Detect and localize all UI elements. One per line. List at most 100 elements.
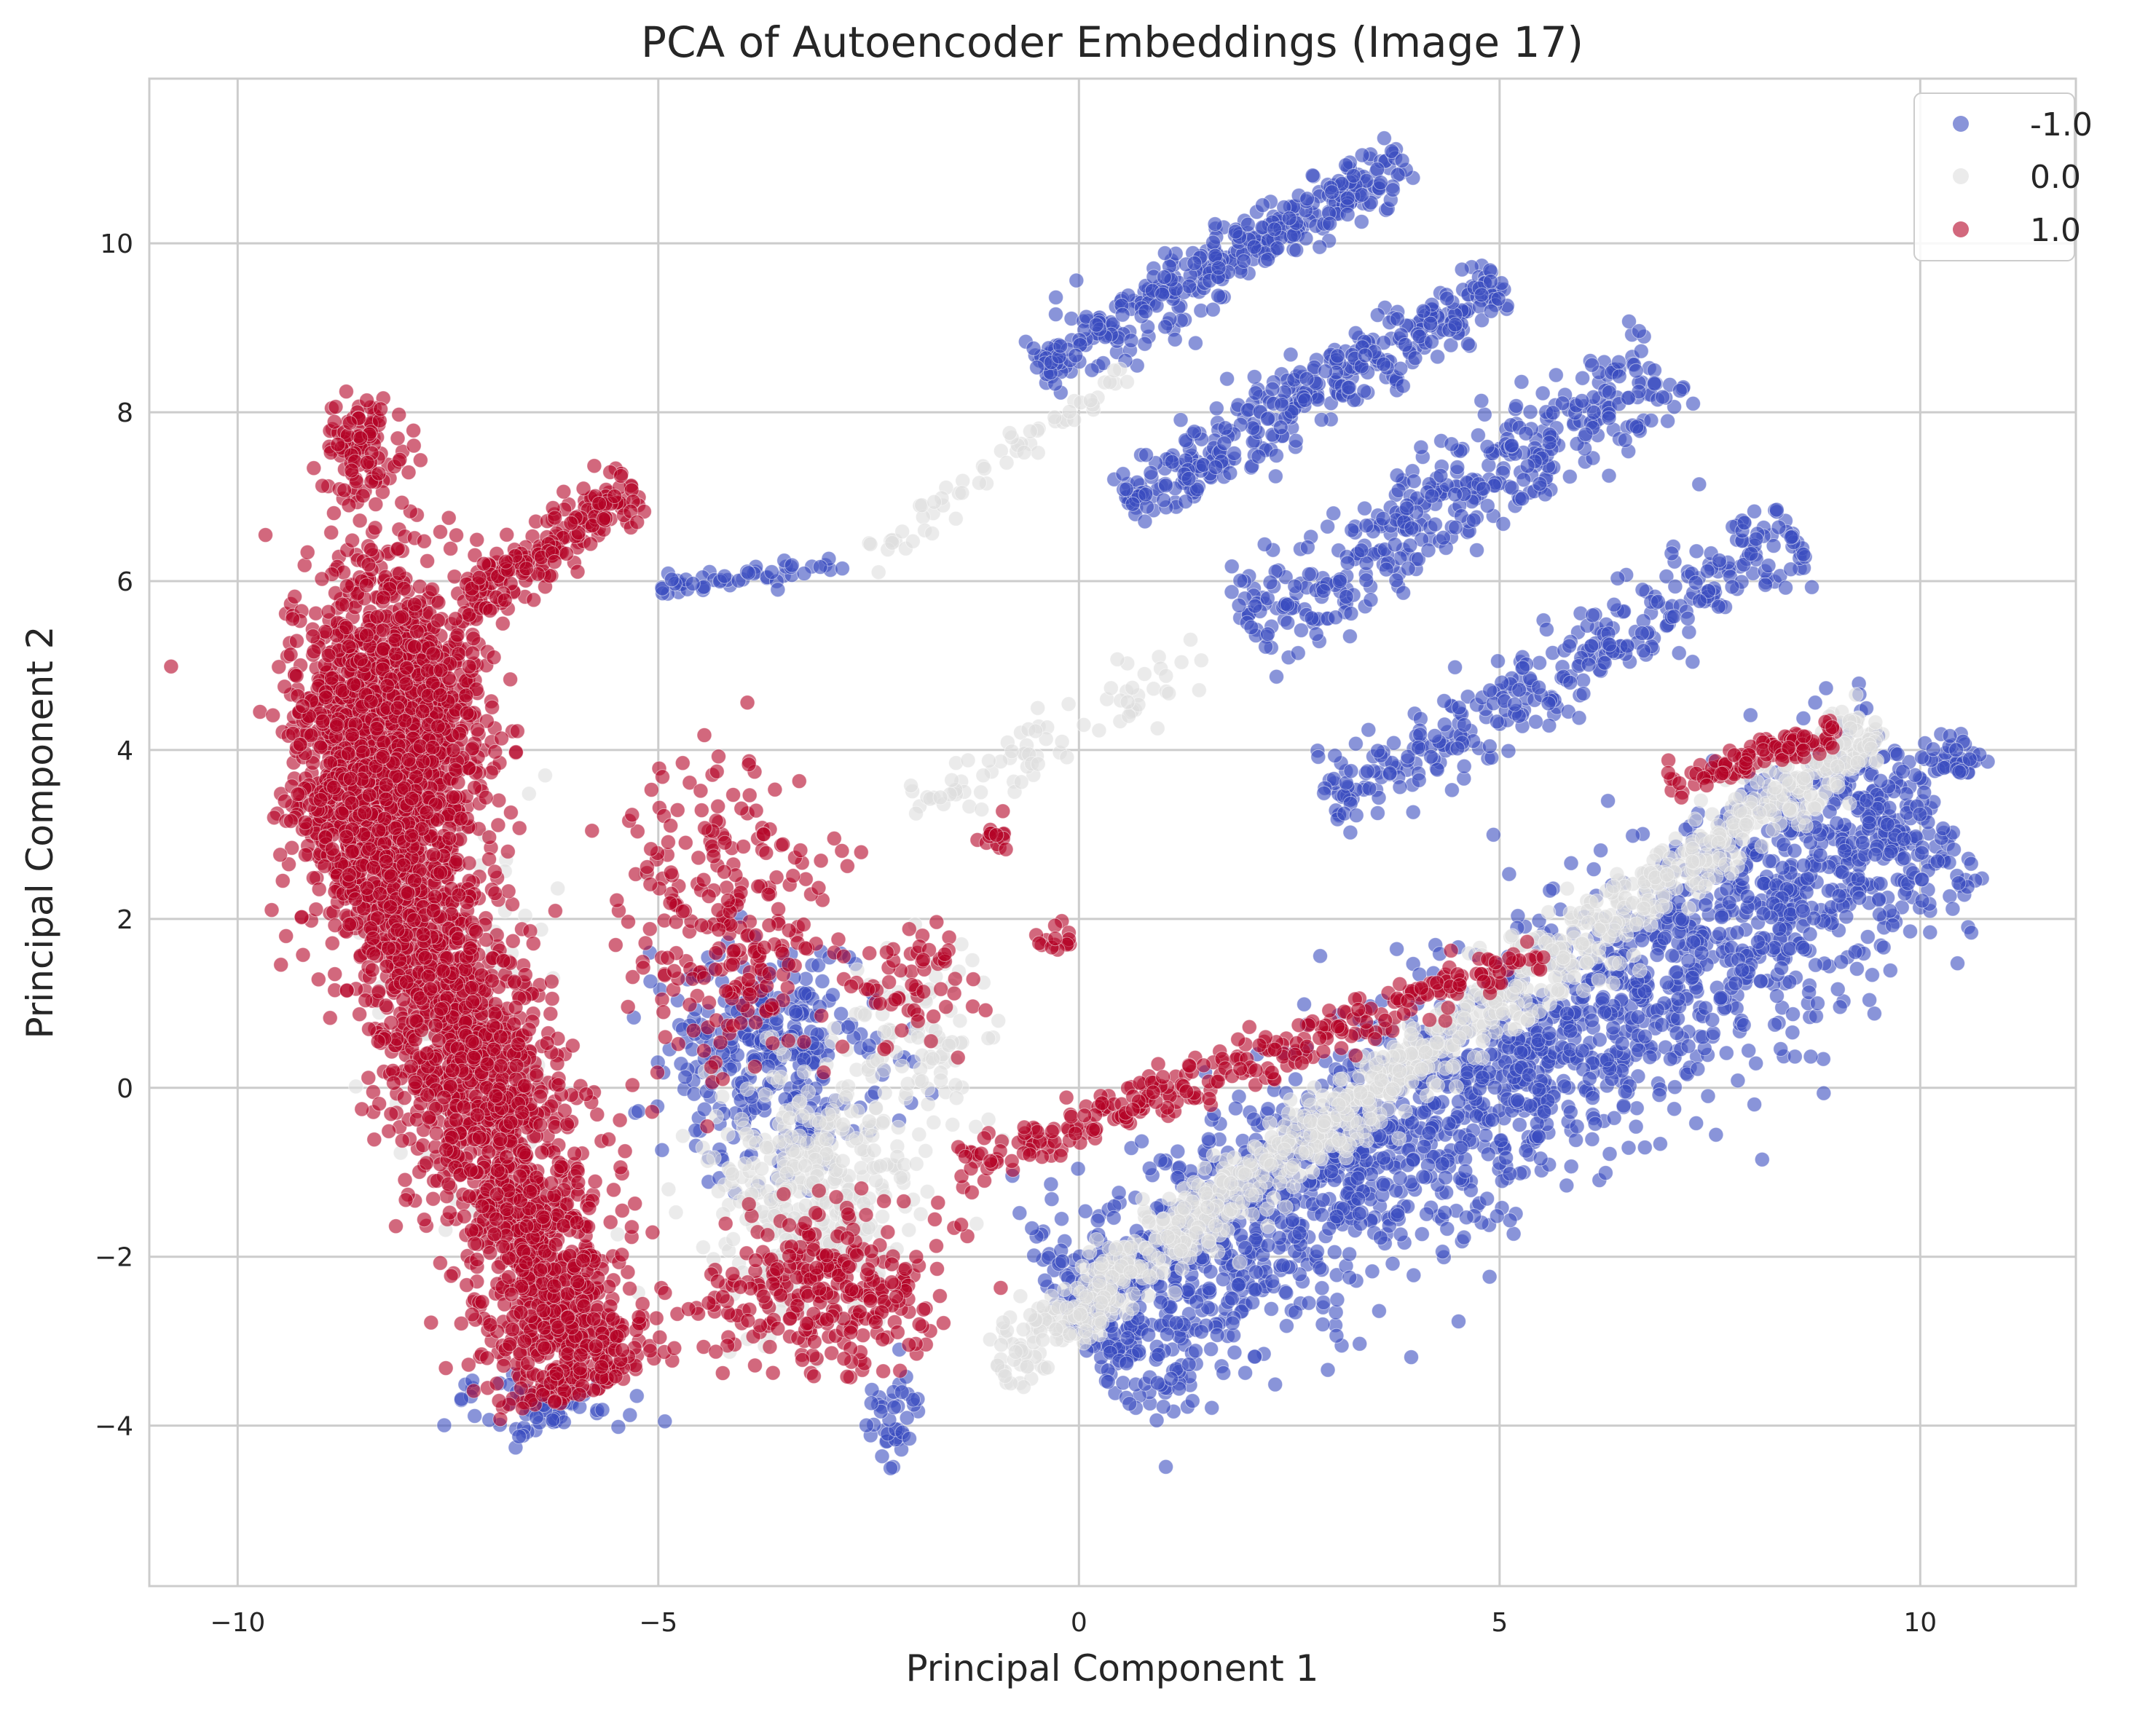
data-point	[1586, 404, 1602, 420]
data-point	[1156, 492, 1172, 508]
data-point	[1125, 1286, 1141, 1302]
data-point	[1301, 567, 1317, 582]
data-point	[1711, 553, 1727, 568]
data-point	[1667, 1079, 1683, 1095]
data-point	[1312, 1260, 1328, 1276]
data-point	[622, 1407, 638, 1423]
data-point	[812, 559, 828, 575]
data-point	[1151, 1347, 1167, 1363]
data-point	[1245, 1295, 1261, 1310]
data-point	[1167, 1285, 1183, 1301]
data-point	[1873, 876, 1889, 892]
data-point	[685, 576, 701, 591]
data-point	[1948, 742, 1964, 758]
data-point	[1280, 596, 1295, 612]
data-point	[1270, 240, 1286, 256]
data-point	[1043, 1176, 1059, 1192]
data-point	[1750, 934, 1766, 950]
data-point	[1329, 1328, 1345, 1344]
data-point	[1447, 659, 1463, 675]
data-point	[1224, 559, 1240, 575]
data-point	[1493, 1132, 1509, 1148]
data-point	[1704, 1012, 1720, 1028]
data-point	[1207, 216, 1223, 232]
data-point	[1664, 947, 1680, 963]
data-point	[1217, 420, 1233, 436]
data-point	[1149, 1375, 1165, 1391]
data-point	[1688, 543, 1704, 559]
data-point	[1585, 1090, 1600, 1105]
data-point	[1260, 1237, 1276, 1253]
data-point	[1916, 784, 1932, 800]
data-point	[1269, 669, 1284, 685]
data-point	[1419, 1206, 1435, 1222]
data-point	[686, 1086, 702, 1102]
data-point	[1785, 1025, 1801, 1041]
data-point	[1708, 1127, 1724, 1143]
data-point	[1350, 1191, 1366, 1207]
data-point	[1597, 655, 1613, 671]
data-point	[1652, 1136, 1668, 1152]
data-point	[1157, 319, 1173, 335]
data-point	[1356, 383, 1372, 399]
data-point	[1262, 1115, 1278, 1131]
data-point	[1912, 806, 1928, 822]
data-point	[1345, 167, 1361, 184]
data-point	[1719, 881, 1735, 897]
data-point	[1680, 610, 1696, 626]
data-point	[1620, 390, 1636, 406]
data-point	[1421, 1125, 1437, 1141]
data-point	[1173, 412, 1189, 428]
data-point	[1575, 370, 1591, 386]
data-point	[1896, 850, 1912, 866]
data-point	[545, 1412, 561, 1428]
data-point	[1643, 412, 1659, 428]
data-point	[1012, 1288, 1028, 1304]
data-point	[1260, 1101, 1276, 1117]
data-point	[1666, 609, 1682, 624]
data-point	[1885, 918, 1900, 933]
data-point	[1247, 598, 1263, 614]
data-point	[1354, 187, 1370, 203]
data-point	[1578, 426, 1594, 442]
data-point	[1299, 191, 1315, 207]
data-point	[1625, 828, 1641, 844]
data-point	[1297, 393, 1313, 408]
data-point	[1883, 843, 1899, 859]
data-point	[1290, 645, 1306, 661]
data-point	[1778, 580, 1793, 596]
data-point	[1755, 906, 1771, 922]
data-point	[1597, 1165, 1613, 1181]
data-point	[1767, 1017, 1783, 1033]
data-point	[1593, 843, 1609, 859]
data-point	[1412, 727, 1428, 743]
data-point	[1391, 1131, 1407, 1147]
data-point	[1586, 862, 1602, 878]
data-point	[1328, 610, 1344, 626]
data-point	[1583, 638, 1600, 654]
data-points	[163, 130, 1996, 1476]
data-point	[1693, 792, 1709, 808]
data-point	[1397, 337, 1413, 352]
data-point	[1375, 1177, 1391, 1193]
data-point	[1340, 379, 1356, 395]
data-point	[1390, 311, 1405, 327]
data-point	[1475, 481, 1491, 497]
data-point	[1264, 381, 1280, 397]
data-point	[1541, 435, 1557, 451]
data-point	[1278, 1199, 1294, 1215]
data-point	[1903, 923, 1918, 939]
data-point	[1339, 555, 1356, 571]
data-point	[1465, 512, 1482, 528]
data-point	[1149, 1412, 1165, 1428]
data-point	[1315, 1192, 1331, 1208]
data-point	[770, 582, 786, 598]
data-point	[1705, 1025, 1721, 1041]
data-point	[1118, 481, 1134, 497]
data-point	[1407, 350, 1423, 366]
data-point	[814, 974, 830, 989]
data-point	[1785, 1006, 1801, 1022]
data-point	[1896, 831, 1912, 847]
data-point	[787, 1004, 803, 1020]
data-point	[1293, 623, 1309, 638]
